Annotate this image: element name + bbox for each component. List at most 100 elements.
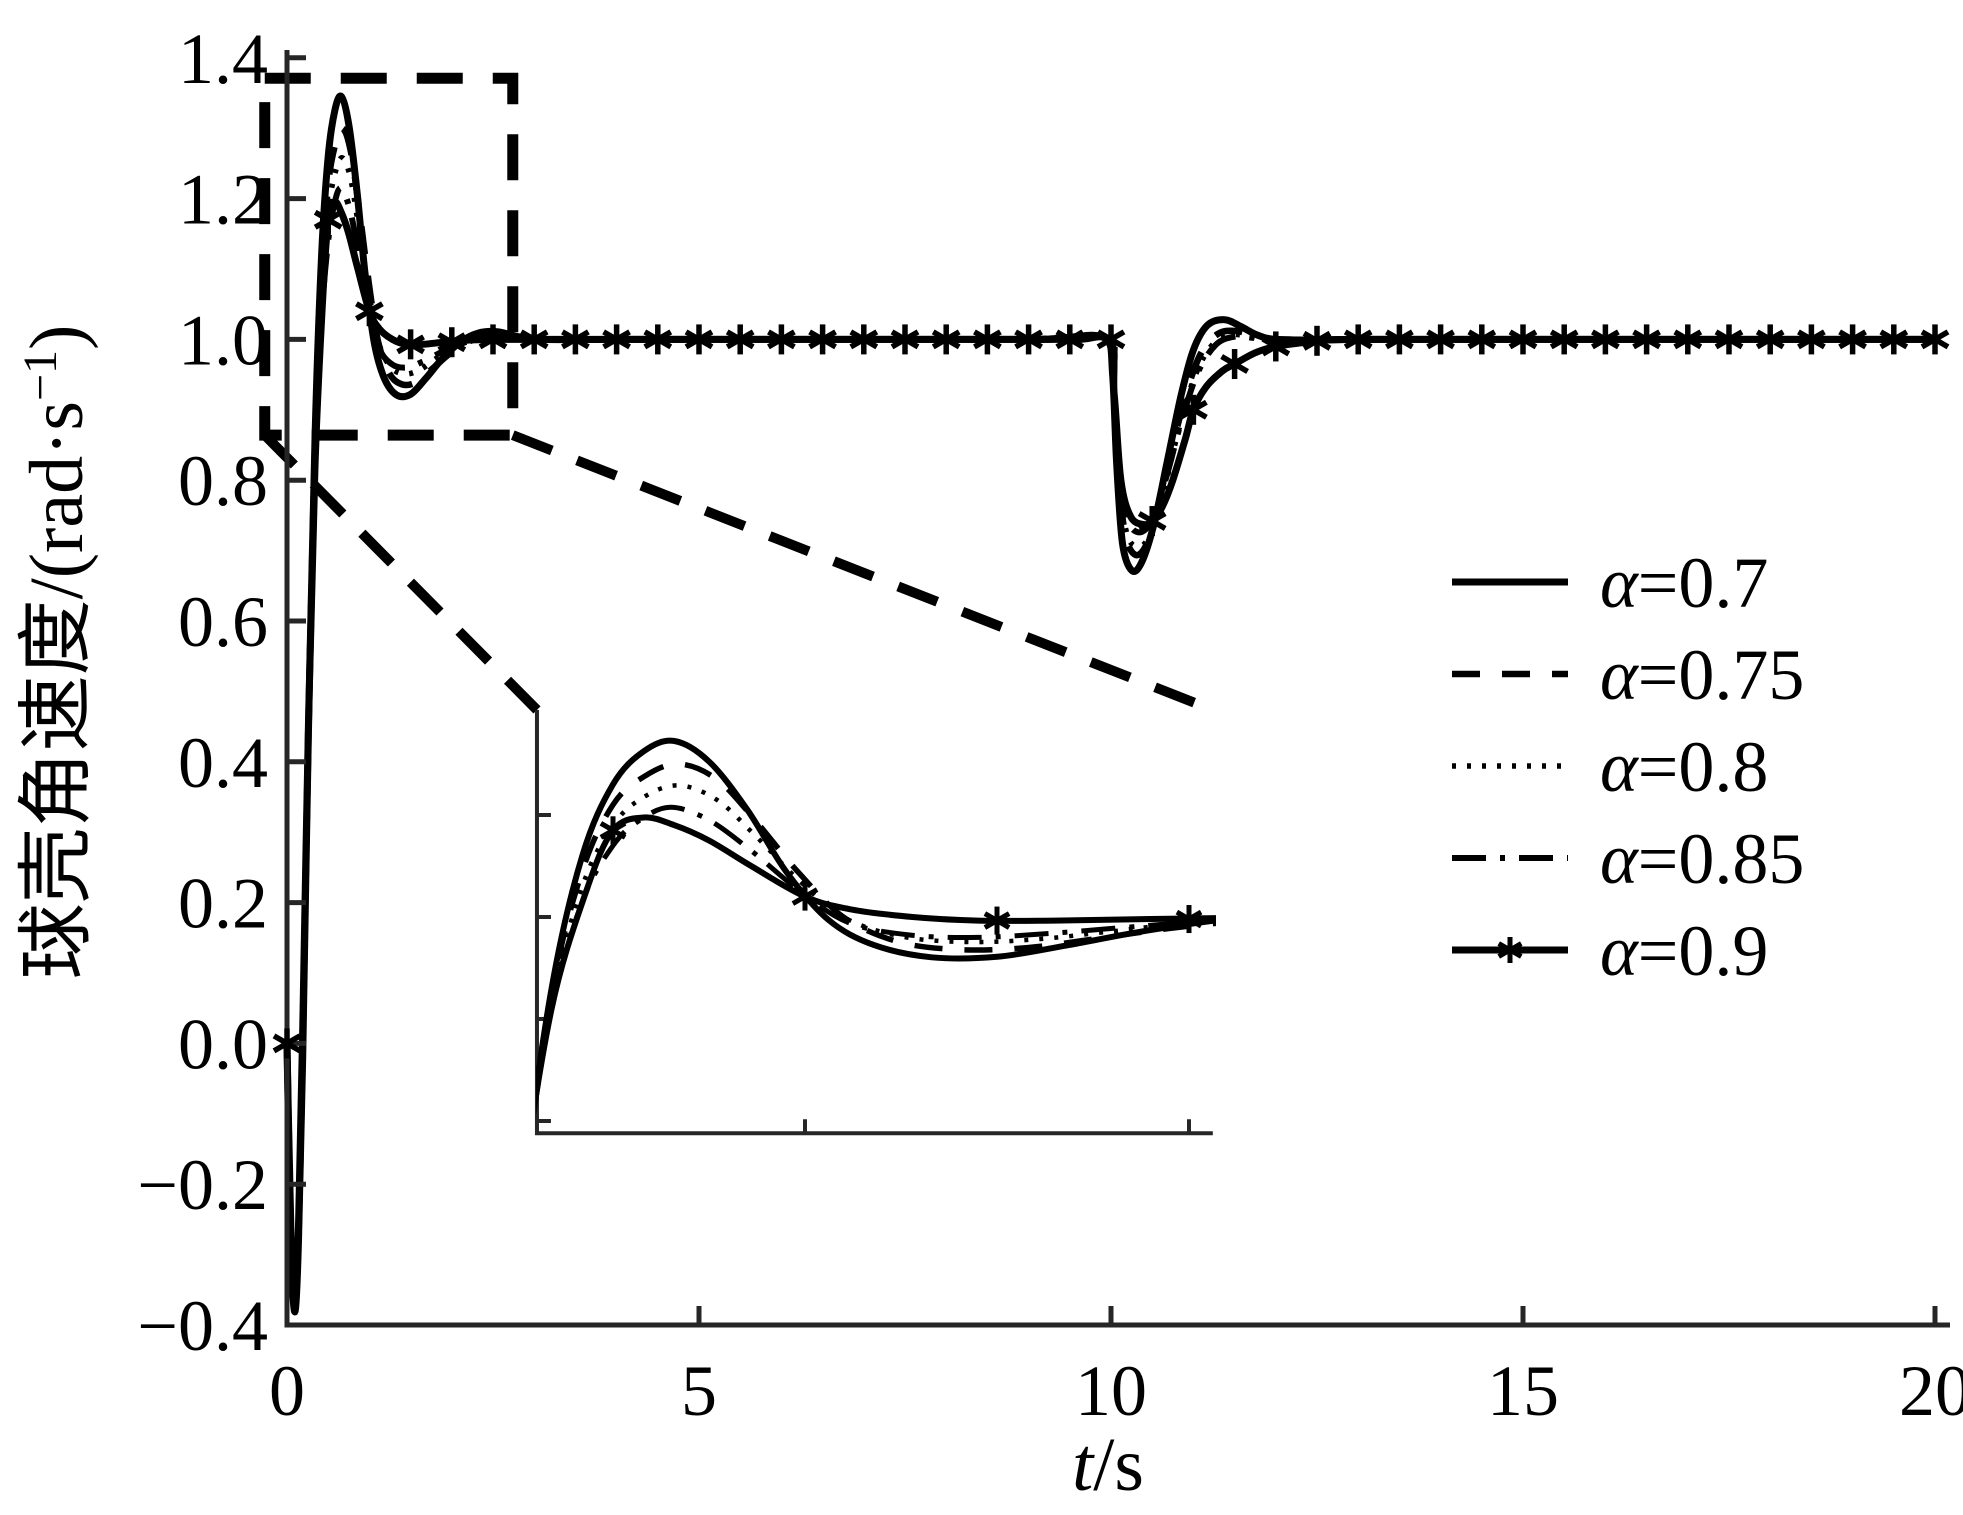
marker-asterisk (478, 324, 508, 355)
asterisk-spoke (1220, 354, 1249, 374)
x-tick-label: 5 (681, 1351, 717, 1431)
y-tick-label: −0.4 (137, 1286, 268, 1366)
zoom-inset (534, 709, 1216, 1136)
legend-label: α=0.75 (1600, 635, 1804, 715)
marker-asterisk (1632, 324, 1661, 355)
x-tick-label: 0 (269, 1351, 305, 1431)
zoom-box (259, 72, 519, 441)
asterisk-spoke (437, 332, 467, 353)
marker-asterisk (767, 324, 796, 355)
legend-sample-asterisk (1497, 937, 1523, 963)
legend-alpha-symbol: α (1600, 635, 1639, 715)
marker-asterisk (1673, 324, 1703, 355)
marker-asterisk (1714, 324, 1744, 355)
inset-marker-asterisk (1175, 905, 1203, 934)
marker-asterisk (1302, 325, 1332, 356)
marker-asterisk (1220, 349, 1249, 380)
inset-marker-asterisk (791, 882, 819, 911)
asterisk-spoke (355, 301, 384, 322)
marker-asterisk (1920, 324, 1950, 355)
asterisk-spoke (1797, 329, 1826, 350)
marker-asterisk (808, 324, 837, 355)
legend-item-alpha-0.75: α=0.75 (1452, 635, 1804, 715)
asterisk-spoke (1508, 329, 1538, 350)
asterisk-spoke (1838, 329, 1867, 350)
marker-asterisk (1385, 324, 1414, 355)
y-tick-label: −0.2 (137, 1145, 268, 1225)
legend-alpha-symbol: α (1600, 911, 1639, 991)
legend-item-alpha-0.8: α=0.8 (1452, 727, 1768, 807)
asterisk-spoke (1879, 329, 1909, 350)
legend-alpha-symbol: α (1600, 819, 1639, 899)
legend-item-alpha-0.7: α=0.7 (1452, 543, 1768, 623)
x-tick-label: 20 (1899, 1351, 1963, 1431)
inset-curves (536, 737, 1216, 1115)
marker-asterisk (890, 324, 920, 355)
asterisk-spoke (561, 329, 590, 350)
asterisk-spoke (684, 329, 714, 350)
asterisk-spoke (1632, 329, 1661, 350)
legend-alpha-symbol: α (1600, 543, 1639, 623)
marker-asterisk (561, 324, 590, 355)
marker-curve-points (272, 204, 1950, 1059)
asterisk-spoke (1014, 329, 1043, 350)
legend-item-alpha-0.85: α=0.85 (1452, 819, 1804, 899)
legend-alpha-value: =0.7 (1638, 543, 1769, 623)
marker-asterisk (1549, 324, 1579, 355)
asterisk-spoke (973, 329, 1002, 350)
y-tick-label: 0.6 (178, 582, 268, 662)
zoom-leader-right (510, 430, 1215, 715)
asterisk-spoke (643, 329, 673, 350)
marker-asterisk (602, 324, 631, 355)
marker-asterisk (1055, 324, 1085, 355)
asterisk-spoke (1755, 329, 1785, 350)
asterisk-spoke (767, 329, 796, 350)
legend-alpha-symbol: α (1600, 727, 1639, 807)
marker-asterisk (725, 324, 755, 355)
asterisk-spoke (1137, 511, 1167, 531)
marker-asterisk (1838, 324, 1867, 355)
asterisk-spoke (599, 821, 627, 840)
y-tick-label: 0.4 (178, 723, 268, 803)
asterisk-spoke (725, 329, 755, 350)
marker-asterisk (313, 204, 343, 235)
y-tick-label: 0.8 (178, 441, 268, 521)
marker-asterisk (1508, 324, 1538, 355)
marker-asterisk (684, 324, 714, 355)
legend-alpha-value: =0.8 (1638, 727, 1769, 807)
x-tick-label: 10 (1075, 1351, 1147, 1431)
asterisk-spoke (849, 329, 879, 350)
asterisk-spoke (272, 1033, 302, 1054)
y-tick-label: 1.2 (178, 160, 268, 240)
asterisk-spoke (1497, 941, 1523, 959)
y-tick-label: 1.0 (178, 300, 268, 380)
asterisk-spoke (1426, 329, 1455, 350)
asterisk-spoke (1673, 329, 1703, 350)
legend-alpha-value: =0.85 (1638, 819, 1805, 899)
inset-marker-asterisk (599, 816, 627, 845)
y-tick-label: 0.0 (178, 1004, 268, 1084)
inset-marker-asterisk (983, 906, 1011, 935)
inset-curve-alpha-0.85 (536, 804, 1216, 1115)
marker-asterisk (1467, 324, 1497, 355)
asterisk-spoke (808, 329, 837, 350)
y-tick-label: 1.4 (178, 19, 268, 99)
asterisk-spoke (1714, 329, 1744, 350)
y-tick-label: 0.2 (178, 864, 268, 944)
legend-label: α=0.9 (1600, 911, 1768, 991)
marker-asterisk (1879, 324, 1909, 355)
asterisk-spoke (1261, 336, 1291, 357)
legend-alpha-value: =0.9 (1638, 911, 1769, 991)
x-tick-label: 15 (1487, 1351, 1559, 1431)
asterisk-spoke (519, 329, 549, 350)
asterisk-spoke (396, 334, 425, 355)
marker-asterisk (1755, 324, 1785, 355)
x-axis-label: t/s (1072, 1423, 1144, 1507)
asterisk-spoke (1055, 329, 1085, 350)
marker-asterisk (396, 329, 425, 360)
marker-asterisk (1426, 324, 1455, 355)
asterisk-spoke (478, 329, 508, 350)
legend-label: α=0.85 (1600, 819, 1804, 899)
marker-asterisk (1014, 324, 1043, 355)
marker-asterisk (643, 324, 673, 355)
